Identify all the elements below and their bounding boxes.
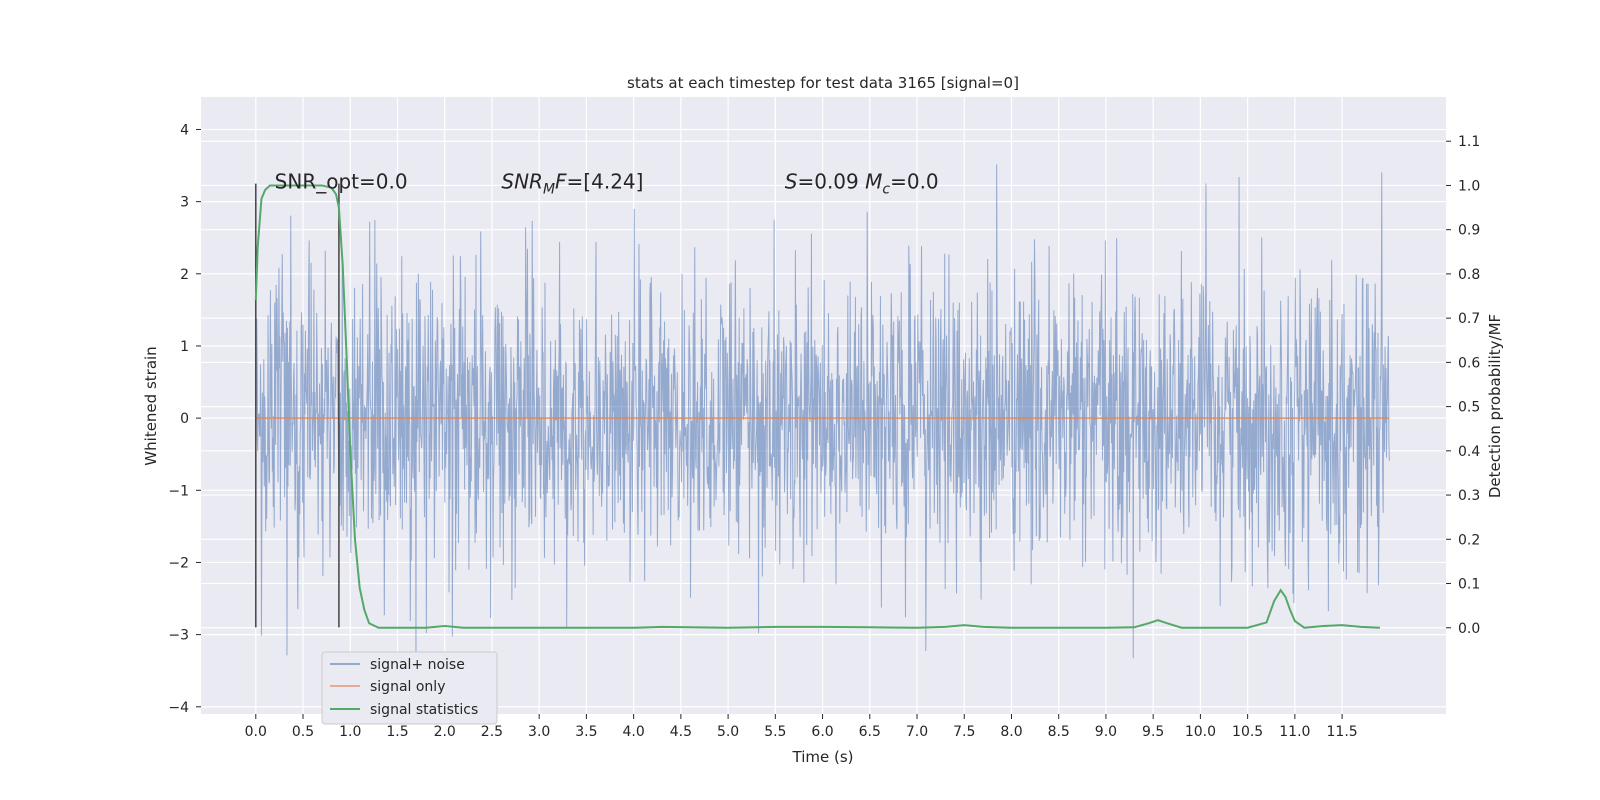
signal-statistics-series [254, 184, 1380, 629]
annotation-2-part-3: c [882, 182, 890, 198]
y-axis-label-left: Whitened strain [142, 346, 160, 465]
y-left-tick-label-1: −3 [168, 628, 189, 644]
y-left-tick-label-4: 0 [180, 411, 189, 427]
legend-label-signal-noise: signal+ noise [370, 657, 465, 673]
annotation-1-part-2: F [555, 170, 567, 194]
annotation-2: S=0.09 Mc=0.0 [785, 170, 939, 198]
x-tick-label-19: 9.5 [1142, 724, 1164, 740]
vertical-markers [255, 183, 340, 628]
x-tick-label-5: 2.5 [481, 724, 503, 740]
x-tick-label-12: 6.0 [811, 724, 833, 740]
y-left-tick-label-7: 3 [180, 195, 189, 211]
y-right-tick-label-6: 0.6 [1458, 355, 1480, 371]
y-left-tick-label-0: −4 [168, 700, 189, 716]
x-tick-label-17: 8.5 [1048, 724, 1070, 740]
chart-title: stats at each timestep for test data 316… [627, 74, 1019, 92]
x-tick-label-21: 10.5 [1232, 724, 1263, 740]
legend: signal+ noise signal only signal statist… [321, 651, 498, 725]
annotation-2-part-1: =0.09 [797, 170, 865, 194]
y-right-tick-label-11: 1.1 [1458, 134, 1480, 150]
x-tick-label-16: 8.0 [1000, 724, 1022, 740]
x-tick-label-1: 0.5 [292, 724, 314, 740]
y-right-tick-label-5: 0.5 [1458, 400, 1480, 416]
y-axis-label-right: Detection probability/MF [1486, 314, 1504, 498]
x-tick-label-22: 11.0 [1279, 724, 1310, 740]
y-left-tick-label-5: 1 [180, 339, 189, 355]
legend-frame [321, 651, 498, 725]
annotation-0: SNR_opt=0.0 [275, 170, 408, 194]
signal-noise-line [255, 164, 1390, 661]
legend-label-signal-only: signal only [370, 679, 445, 695]
y-left-tick-label-8: 4 [180, 122, 189, 138]
y-left-tick-label-6: 2 [180, 267, 189, 283]
annotation-1-part-3: =[4.24] [567, 170, 644, 194]
y-right-tick-label-8: 0.8 [1458, 267, 1480, 283]
y-left-tick-label-2: −2 [168, 555, 189, 571]
tick-layer: 0.0 0.5 1.0 1.5 2.0 2.5 3.0 3.5 4.0 4.5 5.0 5.5 6.0 6… [168, 122, 1480, 740]
signal-statistics-line [254, 184, 1380, 629]
y-right-tick-label-2: 0.2 [1458, 532, 1480, 548]
y-right-tick-label-3: 0.3 [1458, 488, 1480, 504]
x-tick-label-7: 3.5 [575, 724, 597, 740]
x-tick-label-23: 11.5 [1327, 724, 1358, 740]
x-tick-label-11: 5.5 [764, 724, 786, 740]
x-tick-label-8: 4.0 [622, 724, 644, 740]
legend-label-signal-statistics: signal statistics [370, 702, 478, 718]
annotation-1-part-1: M [543, 182, 555, 198]
y-right-tick-label-0: 0.0 [1458, 621, 1480, 637]
x-tick-label-10: 5.0 [717, 724, 739, 740]
y-right-tick-label-10: 1.0 [1458, 178, 1480, 194]
x-tick-label-9: 4.5 [670, 724, 692, 740]
y-right-tick-label-4: 0.4 [1458, 444, 1480, 460]
x-tick-label-3: 1.5 [386, 724, 408, 740]
y-right-tick-label-7: 0.7 [1458, 311, 1480, 327]
annotation-1: SNRMF=[4.24] [501, 170, 643, 198]
x-tick-label-13: 6.5 [859, 724, 881, 740]
x-axis-label: Time (s) [792, 748, 854, 766]
x-tick-label-14: 7.0 [906, 724, 928, 740]
signal-noise-series [255, 164, 1390, 661]
y-right-tick-label-1: 0.1 [1458, 577, 1480, 593]
x-tick-label-20: 10.0 [1185, 724, 1216, 740]
annotation-0-part-0: SNR_opt=0.0 [275, 170, 408, 194]
x-tick-label-6: 3.0 [528, 724, 550, 740]
x-tick-label-18: 9.0 [1095, 724, 1117, 740]
x-tick-label-4: 2.0 [434, 724, 456, 740]
x-tick-label-0: 0.0 [245, 724, 267, 740]
y-left-tick-label-3: −1 [168, 483, 189, 499]
annotation-layer: SNR_opt=0.0 SNRMF=[4.24] S=0.09 Mc=0.0 [275, 170, 939, 198]
annotation-1-part-0: SNR [501, 170, 543, 194]
annotation-2-part-0: S [785, 170, 798, 194]
annotation-2-part-2: M [865, 170, 882, 194]
y-right-tick-label-9: 0.9 [1458, 223, 1480, 239]
x-tick-label-15: 7.5 [953, 724, 975, 740]
x-tick-label-2: 1.0 [339, 724, 361, 740]
annotation-2-part-4: =0.0 [890, 170, 939, 194]
